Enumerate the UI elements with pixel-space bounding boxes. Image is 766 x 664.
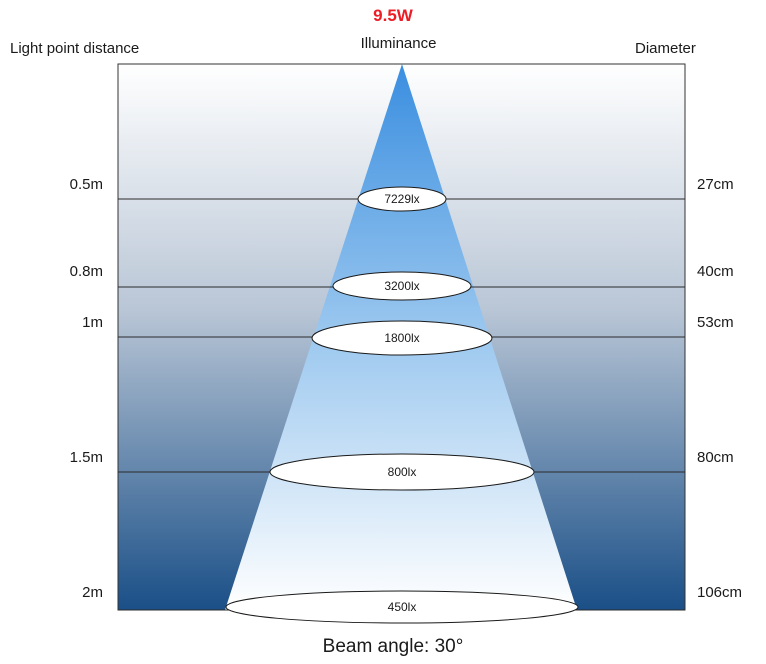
illuminance-ellipse xyxy=(357,186,447,212)
diameter-label: 40cm xyxy=(697,263,734,280)
illuminance-ellipse xyxy=(332,271,472,301)
illuminance-value: 3200lx xyxy=(384,279,419,293)
distance-label: 0.5m xyxy=(69,176,103,193)
illuminance-value: 7229lx xyxy=(384,192,419,206)
diameter-label: 27cm xyxy=(697,176,734,193)
distance-label: 0.8m xyxy=(69,263,103,280)
illuminance-value: 800lx xyxy=(388,465,417,479)
distance-label: 1.5m xyxy=(69,449,103,466)
distance-header: Light point distance xyxy=(10,40,140,57)
illuminance-ellipse xyxy=(269,453,535,491)
illuminance-header: Illuminance xyxy=(360,35,437,52)
diameter-label: 106cm xyxy=(697,584,743,601)
illuminance-ellipse xyxy=(225,590,579,624)
diameter-header: Diameter xyxy=(635,40,696,57)
beam-angle-caption: Beam angle: 30° xyxy=(322,636,464,657)
diameter-label: 53cm xyxy=(697,314,734,331)
illuminance-value: 450lx xyxy=(388,600,417,614)
diameter-label: 80cm xyxy=(697,449,734,466)
illuminance-value: 1800lx xyxy=(384,331,419,345)
power-rating: 9.5W xyxy=(373,6,413,25)
distance-label: 1m xyxy=(82,314,103,331)
distance-label: 2m xyxy=(82,584,103,601)
illuminance-ellipse xyxy=(311,320,493,356)
